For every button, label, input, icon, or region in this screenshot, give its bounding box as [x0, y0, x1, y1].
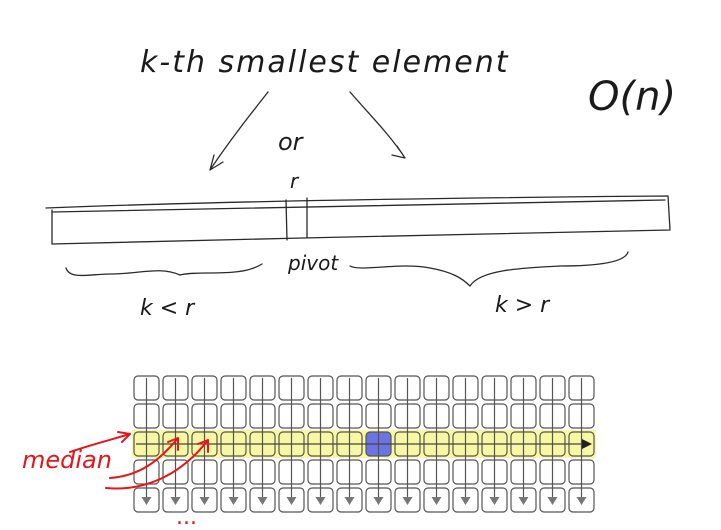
median-arrow-2 [109, 437, 179, 479]
column-arrow-head [344, 497, 355, 505]
pivot-label: pivot [287, 251, 339, 275]
column-arrow-head [199, 497, 210, 505]
or-text: or [278, 128, 305, 156]
right-arrow [349, 91, 406, 159]
median-arrow-1 [69, 431, 131, 453]
median-row-arrow-head [582, 439, 592, 449]
column-arrow-head [286, 497, 297, 505]
pivot-line-1 [285, 199, 288, 241]
column-arrow-head [228, 497, 239, 505]
column-arrow-head [373, 497, 384, 505]
left-case-label: k < r [140, 296, 196, 321]
title-text: k-th smallest element [140, 45, 510, 80]
column-arrow-head [460, 497, 471, 505]
column-arrow-head [315, 497, 326, 505]
column-arrow-head [547, 497, 558, 505]
column-arrow-head [402, 497, 413, 505]
column-arrow-head [170, 497, 181, 505]
column-arrow-head [431, 497, 442, 505]
median-arrow-3 [105, 439, 209, 490]
median-label: median [22, 446, 112, 474]
column-arrow-head [518, 497, 529, 505]
left-brace [65, 263, 263, 277]
pivot-mark-text: r [290, 169, 300, 193]
median-of-medians-grid [132, 375, 596, 513]
array-bar-inner-top [51, 199, 666, 213]
column-arrow-head [141, 497, 152, 505]
column-arrow-head [257, 497, 268, 505]
array-bar [45, 195, 671, 245]
right-case-label: k > r [495, 293, 551, 318]
column-arrow-head [489, 497, 500, 505]
column-arrow-head [576, 497, 587, 505]
complexity-text: O(n) [588, 74, 676, 120]
ellipsis-text: ... [176, 505, 197, 530]
right-brace [349, 251, 629, 287]
left-arrow [209, 91, 269, 171]
